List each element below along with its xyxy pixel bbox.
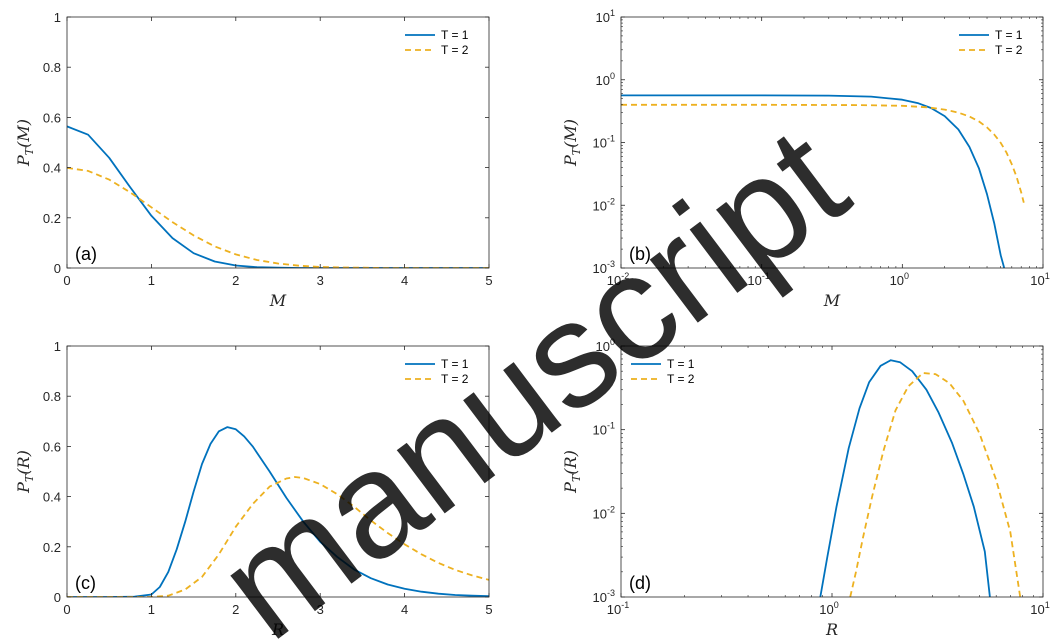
y-tick-label: 0.6	[43, 439, 61, 454]
y-tick-label: 10-1	[593, 134, 615, 151]
y-tick-label: 10-2	[593, 196, 615, 213]
panel-a: 0 1 2 3 4 5 0 0.2 0.4 0.6 0.8 1 M PT(M) (a) T = 1T = 2	[14, 10, 493, 310]
x-axis-label: M	[269, 291, 287, 310]
legend-label-1: T = 1	[667, 357, 695, 371]
x-tick-label: 4	[401, 602, 408, 617]
legend: T = 1T = 2	[955, 23, 1037, 61]
y-tick-label: 1	[54, 10, 61, 25]
y-tick-label: 10-2	[593, 504, 615, 521]
y-axis-label: PT(M)	[14, 119, 36, 167]
y-axis-label: PT(R)	[14, 450, 36, 494]
x-tick-label: 1	[148, 273, 155, 288]
x-tick-label: 2	[232, 273, 239, 288]
x-tick-label: 100	[890, 271, 909, 288]
legend-box	[401, 352, 483, 390]
x-tick-label: 3	[317, 273, 324, 288]
x-tick-label: 10-1	[747, 271, 769, 288]
y-tick-label: 0.6	[43, 110, 61, 125]
y-tick-label: 0.2	[43, 540, 61, 555]
panel-b: 10-2 10-1 100 10110-310-210-1100101MPT(M)(b…	[561, 8, 1050, 310]
axes-box	[66, 16, 490, 269]
x-tick-label: 3	[317, 602, 324, 617]
y-axis-label: PT(R)	[561, 450, 583, 494]
y-tick-label: 0	[54, 261, 61, 276]
axes-box	[66, 345, 490, 598]
y-axis-label: PT(M)	[561, 119, 583, 167]
legend-label-1: T = 1	[441, 28, 469, 42]
x-tick-label: 2	[232, 602, 239, 617]
y-tick-label: 100	[596, 71, 615, 88]
series-line-2	[67, 476, 489, 597]
panel-d: 10-1 100 101 10-3 10-2 10-1 100 R PT(R) (d) T = 1T…	[561, 337, 1050, 639]
panel-label: (d)	[629, 573, 651, 593]
x-tick-label: 4	[401, 273, 408, 288]
y-tick-label: 0.2	[43, 211, 61, 226]
x-tick-label: 101	[1030, 600, 1049, 617]
legend-box	[401, 23, 483, 61]
x-axis-label: M	[823, 291, 841, 310]
x-tick-label: 5	[485, 602, 492, 617]
series-line-2	[849, 372, 1022, 597]
panel-label: (a)	[75, 244, 97, 264]
legend-box	[627, 352, 709, 390]
x-tick-label: 0	[63, 602, 70, 617]
y-tick-label: 10-1	[593, 421, 615, 438]
y-tick-label: 0.8	[43, 60, 61, 75]
y-tick-label: 0.8	[43, 389, 61, 404]
legend-label-2: T = 2	[441, 372, 469, 386]
x-axis-label: R	[825, 620, 838, 639]
series-line-2	[621, 103, 1025, 203]
y-tick-label: 10-3	[593, 259, 615, 276]
legend-box	[955, 23, 1037, 61]
x-tick-label: 1	[148, 602, 155, 617]
y-tick-label: 100	[596, 337, 615, 354]
legend: T = 1T = 2	[401, 23, 483, 61]
watermark-text: manuscript	[188, 95, 875, 643]
legend-label-2: T = 2	[667, 372, 695, 386]
panel-c: 0 1 2 3 4 5 0 0.2 0.4 0.6 0.8 1 R PT(R) (c) T = 1T = 2	[14, 339, 493, 639]
y-tick-label: 1	[54, 339, 61, 354]
x-axis-label: R	[271, 620, 284, 639]
x-tick-label: 0	[63, 273, 70, 288]
panel-label: (b)	[629, 244, 651, 264]
series-line-1	[67, 426, 489, 597]
series-line-2	[67, 167, 489, 268]
x-tick-label: 5	[485, 273, 492, 288]
watermark: manuscript	[188, 95, 875, 643]
legend-label-2: T = 2	[441, 43, 469, 57]
x-tick-label: 101	[1030, 271, 1049, 288]
series-line-1	[621, 94, 1006, 268]
legend-label-1: T = 1	[441, 357, 469, 371]
legend: T = 1T = 2	[627, 352, 709, 390]
y-tick-label: 0	[54, 590, 61, 605]
y-tick-label: 101	[596, 8, 615, 25]
x-tick-label: 10-2	[607, 271, 629, 288]
series-line-1	[67, 125, 489, 268]
legend-label-2: T = 2	[995, 43, 1023, 57]
panel-label: (c)	[75, 573, 96, 593]
y-tick-label: 0.4	[43, 161, 61, 176]
x-tick-label: 100	[819, 600, 838, 617]
legend: T = 1T = 2	[401, 352, 483, 390]
legend-label-1: T = 1	[995, 28, 1023, 42]
x-tick-label: 10-1	[607, 600, 629, 617]
series-line-1	[819, 359, 991, 597]
y-tick-label: 10-3	[593, 588, 615, 605]
y-tick-label: 0.4	[43, 490, 61, 505]
